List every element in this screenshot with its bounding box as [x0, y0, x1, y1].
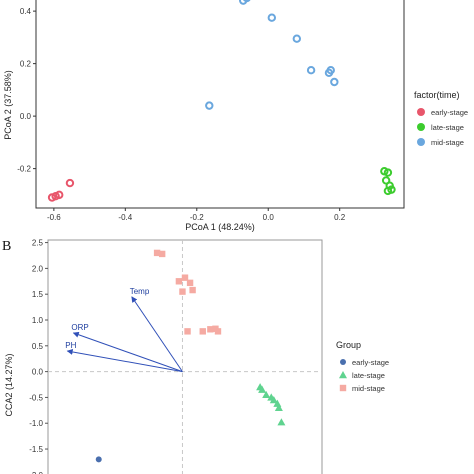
- panel-a-legend-swatch-mid-stage: [417, 138, 425, 146]
- panel-b-legend-label: early-stage: [352, 358, 389, 367]
- panel-b-points: [95, 249, 286, 463]
- panel-b-reference-lines: [48, 240, 322, 474]
- panel-b-point-mid-stage: [186, 279, 194, 287]
- panel-a-y-tick-label: 0.2: [20, 60, 32, 69]
- panel-a-y-axis-title: PCoA 2 (37.58%): [3, 70, 13, 140]
- panel-b-point-mid-stage: [153, 249, 161, 257]
- panel-b-arrow-label: ORP: [71, 323, 88, 332]
- panel-b-arrows: Temp ORP PH: [65, 287, 183, 373]
- panel-b-legend-swatch-early-stage: [340, 359, 346, 365]
- panel-b-legend-swatch-mid-stage: [339, 384, 347, 392]
- panel-b-y-tick-label: -2.0: [29, 471, 43, 474]
- panel-a-legend-label: mid-stage: [431, 138, 464, 147]
- panel-a-legend-swatch-early-stage: [417, 108, 425, 116]
- panel-b-point-late-stage: [258, 385, 267, 393]
- panel-b-y-tick-label: 0.0: [32, 368, 44, 377]
- panel-a-y-tick-label: 0.4: [20, 7, 32, 16]
- panel-b-y-tick-label: -1.5: [29, 445, 43, 454]
- panel-a-point-mid-stage: [243, 0, 251, 3]
- panel-a-x-tick-label: -0.4: [118, 213, 132, 222]
- panel-b-y-tick-label: 1.5: [32, 290, 44, 299]
- panel-b-point-mid-stage: [158, 250, 166, 258]
- panel-a-ticks: -0.6 -0.4 -0.2 0.0 0.2 -0.2 0.0 0.2 0.4: [17, 7, 346, 222]
- panel-b-point-mid-stage: [184, 328, 191, 335]
- panel-b-label: B: [2, 239, 11, 254]
- panel-a-point-mid-stage: [326, 65, 335, 75]
- panel-b-plot-border: [47, 239, 323, 474]
- panel-a-legend-label: late-stage: [431, 123, 464, 132]
- panel-b-y-axis-title: CCA2 (14.27%): [4, 353, 14, 416]
- panel-a-x-tick-label: -0.2: [190, 213, 204, 222]
- panel-b-y-tick-label: 0.5: [32, 342, 44, 351]
- panel-a-point-early-stage: [51, 191, 60, 201]
- panel-a-x-tick-label: -0.6: [47, 213, 61, 222]
- panel-a-legend-label: early-stage: [431, 108, 468, 117]
- panel-b-y-tick-label: 1.0: [32, 316, 44, 325]
- panel-b-legend-title: Group: [336, 340, 361, 350]
- panel-b-point-mid-stage: [175, 278, 183, 285]
- panel-b-point-mid-stage: [181, 274, 189, 281]
- panel-b-legend: Group early-stage late-stage mid-stage: [336, 340, 389, 393]
- panel-a-point-mid-stage: [306, 65, 316, 75]
- panel-b-arrow-ph: [66, 348, 183, 373]
- panel-b-legend-label: late-stage: [352, 371, 385, 380]
- panel-b-point-late-stage: [277, 418, 286, 426]
- panel-a-point-mid-stage: [205, 101, 214, 110]
- panel-a-plot-border: [35, 0, 405, 209]
- panel-b-y-tick-label: -1.0: [29, 419, 43, 428]
- panel-b: B 2.5 2.0 1.5 1.0 0.5 0.0 -0.5 -1.0 -1.5 -2.0 Tem…: [2, 239, 389, 474]
- panel-b-legend-swatch-late-stage: [339, 371, 347, 379]
- panel-b-y-tick-label: 2.0: [32, 264, 44, 273]
- panel-a-point-early-stage: [65, 178, 75, 188]
- panel-a-point-mid-stage: [330, 77, 339, 87]
- panel-a-legend-title: factor(time): [414, 90, 460, 100]
- panel-b-point-late-stage: [274, 403, 283, 411]
- panel-a-point-late-stage: [387, 185, 396, 194]
- panel-b-point-mid-stage: [207, 326, 214, 333]
- panel-a-x-tick-label: 0.0: [263, 213, 275, 222]
- panel-a-x-tick-label: 0.2: [334, 213, 346, 222]
- panel-a-point-mid-stage: [292, 34, 302, 43]
- panel-a-y-tick-label: 0.0: [20, 112, 32, 121]
- panel-a-y-tick-label: -0.2: [17, 165, 31, 174]
- panel-a-points: [47, 0, 396, 202]
- panel-a-point-mid-stage: [267, 13, 277, 22]
- panel-a: -0.6 -0.4 -0.2 0.0 0.2 -0.2 0.0 0.2 0.4 PCoA 1 (…: [3, 0, 468, 232]
- panel-b-arrow-label: Temp: [130, 287, 150, 296]
- panel-b-arrow-orp: [72, 331, 183, 373]
- panel-b-point-mid-stage: [179, 288, 186, 295]
- panel-b-point-mid-stage: [214, 328, 222, 335]
- panel-b-point-late-stage: [269, 396, 278, 404]
- panel-a-x-axis-title: PCoA 1 (48.24%): [185, 222, 255, 232]
- panel-b-ticks: 2.5 2.0 1.5 1.0 0.5 0.0 -0.5 -1.0 -1.5 -2.0: [29, 239, 48, 474]
- panel-a-legend: factor(time) early-stage late-stage mid-st…: [414, 90, 468, 147]
- panel-a-point-late-stage: [383, 168, 393, 177]
- panel-b-y-tick-label: -0.5: [29, 393, 43, 402]
- panel-b-arrow-temp: [131, 296, 183, 372]
- panel-b-point-early-stage: [95, 456, 102, 463]
- panel-b-point-late-stage: [262, 390, 271, 399]
- panel-a-legend-swatch-late-stage: [417, 123, 425, 131]
- panel-b-legend-label: mid-stage: [352, 384, 385, 393]
- panel-b-point-mid-stage: [189, 286, 196, 294]
- panel-b-point-mid-stage: [199, 328, 206, 335]
- panel-b-arrow-label: PH: [65, 341, 76, 350]
- panel-b-y-tick-label: 2.5: [32, 239, 44, 248]
